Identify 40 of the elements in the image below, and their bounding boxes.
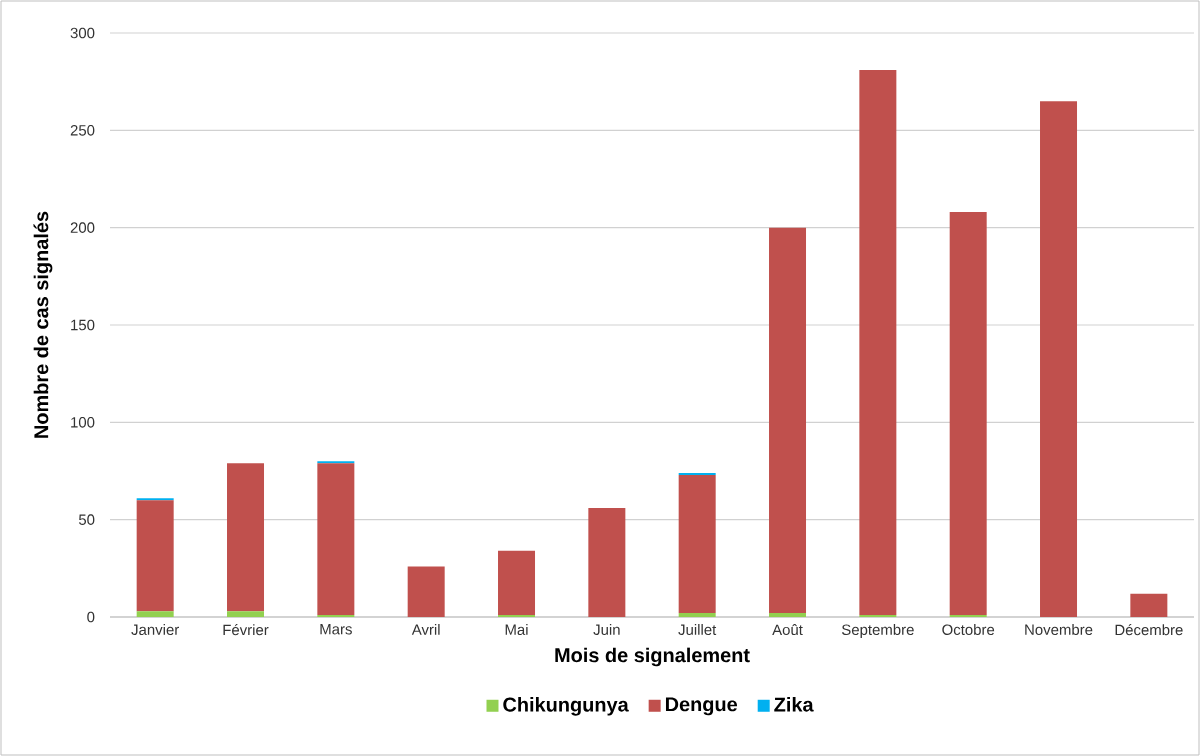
bar xyxy=(588,507,626,617)
bar xyxy=(227,463,265,612)
x-tick-label: Avril xyxy=(411,624,440,635)
bar xyxy=(678,613,716,617)
bar xyxy=(859,69,897,616)
bar xyxy=(136,500,174,612)
bar xyxy=(407,566,445,617)
x-tick-label: Juin xyxy=(593,624,620,636)
bar xyxy=(1130,593,1168,617)
x-tick-label: Septembre xyxy=(841,624,914,638)
y-tick-label: 200 xyxy=(70,222,95,233)
y-tick-label: 100 xyxy=(71,417,95,428)
x-tick-label: Décembre xyxy=(1115,624,1183,636)
x-tick-label: Juillet xyxy=(678,624,717,636)
y-tick-label: 300 xyxy=(70,27,95,39)
x-tick-label: Novembre xyxy=(1025,624,1093,636)
y-axis-title: Nombre de cas signalés xyxy=(33,211,53,438)
bar xyxy=(1040,101,1078,617)
legend-label: Chikungunya xyxy=(503,697,629,716)
y-tick-label: 250 xyxy=(70,125,95,136)
x-tick-label: Février xyxy=(223,624,269,636)
legend-label: Zika xyxy=(774,697,814,712)
bar xyxy=(498,550,536,616)
x-tick-label: Janvier xyxy=(131,624,179,636)
x-tick-label: Octobre xyxy=(942,624,995,636)
x-tick-label: Mars xyxy=(320,624,352,635)
bar xyxy=(317,463,355,616)
y-tick-label: 0 xyxy=(87,611,95,623)
bar xyxy=(769,227,807,614)
bar xyxy=(769,613,807,617)
y-tick-label: 50 xyxy=(78,514,95,525)
bar xyxy=(949,212,987,616)
bar xyxy=(227,611,265,617)
y-tick-label: 150 xyxy=(71,319,95,331)
x-tick-label: Août xyxy=(772,624,803,636)
x-axis-title: Mois de signalement xyxy=(555,647,750,667)
bar xyxy=(678,474,716,614)
bar xyxy=(136,611,174,617)
legend-label: Dengue xyxy=(665,697,738,716)
x-tick-label: Mai xyxy=(505,624,528,636)
